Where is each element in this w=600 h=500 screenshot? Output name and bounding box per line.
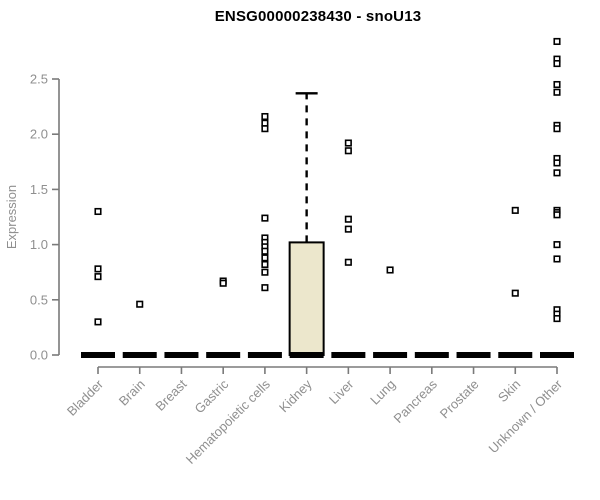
data-point (553, 88, 561, 96)
x-tick-label: Breast (152, 376, 189, 413)
median-bar (289, 352, 324, 358)
y-tick-label: 1.0 (30, 237, 48, 252)
median-bar (540, 352, 574, 358)
y-tick-label: 1.5 (30, 182, 48, 197)
y-tick-label: 2.5 (30, 72, 48, 87)
data-point (386, 266, 394, 274)
x-tick-label: Bladder (64, 376, 107, 419)
data-point (553, 59, 561, 68)
data-point (261, 214, 269, 222)
x-tick-label: Brain (116, 377, 148, 409)
category-series (247, 112, 282, 358)
median-bar (247, 352, 282, 358)
category-series (498, 206, 533, 358)
category-series (122, 300, 157, 358)
category-series (540, 37, 574, 358)
x-tick-label: Liver (326, 376, 357, 407)
category-series (206, 277, 241, 358)
median-bar (414, 352, 449, 358)
data-point (553, 37, 561, 46)
x-tick-label: Lung (367, 377, 398, 408)
data-point (344, 139, 352, 147)
data-point (553, 241, 561, 249)
y-axis-label: Expression (4, 185, 19, 249)
data-point (261, 254, 269, 262)
x-tick-label: Skin (495, 377, 523, 405)
median-bar (122, 352, 157, 358)
data-point (261, 268, 269, 276)
x-tick-label: Prostate (437, 377, 482, 422)
data-point (553, 211, 561, 219)
x-tick-label: Kidney (276, 376, 315, 415)
data-point (344, 215, 352, 223)
category-series (373, 266, 408, 358)
data-point (94, 265, 102, 273)
data-point (261, 125, 269, 133)
category-series (288, 92, 325, 358)
y-axis: 0.0 0.5 1.0 1.5 2.0 2.5 Expression (4, 72, 60, 363)
chart-title: ENSG00000238430 - snoU13 (214, 8, 422, 25)
category-series (414, 352, 449, 358)
median-bar (81, 352, 115, 358)
median-bar (373, 352, 408, 358)
data-point (136, 300, 144, 308)
data-point (553, 80, 561, 89)
x-tick-label: Unknown / Other (486, 376, 566, 456)
data-point (553, 159, 561, 167)
data-point (553, 169, 561, 177)
data-point (511, 206, 519, 214)
category-series (456, 352, 491, 358)
data-point (261, 247, 269, 255)
x-tick-label: Pancreas (390, 376, 440, 426)
y-tick-label: 0.5 (30, 292, 48, 307)
y-tick-label: 0.0 (30, 348, 48, 363)
data-point (94, 318, 102, 326)
data-point (553, 255, 561, 263)
category-series (164, 352, 199, 358)
data-point (261, 112, 269, 121)
median-bar (456, 352, 491, 358)
data-point (511, 289, 519, 297)
median-bar (164, 352, 199, 358)
data-point (94, 273, 102, 281)
median-bar (331, 352, 366, 358)
data-point (261, 119, 269, 127)
data-point (344, 147, 352, 155)
data-point (261, 260, 269, 269)
data-point (94, 207, 102, 216)
median-bar (206, 352, 241, 358)
x-tick-label: Gastric (192, 376, 232, 416)
data-point (344, 258, 352, 266)
median-bar (498, 352, 533, 358)
data-point (344, 225, 352, 233)
data-point (553, 315, 561, 323)
box (288, 241, 325, 356)
data-point (553, 125, 561, 133)
data-point (261, 284, 269, 292)
y-tick-label: 2.0 (30, 127, 48, 142)
data-point (219, 279, 227, 287)
category-series (81, 207, 115, 358)
category-series (331, 139, 366, 358)
